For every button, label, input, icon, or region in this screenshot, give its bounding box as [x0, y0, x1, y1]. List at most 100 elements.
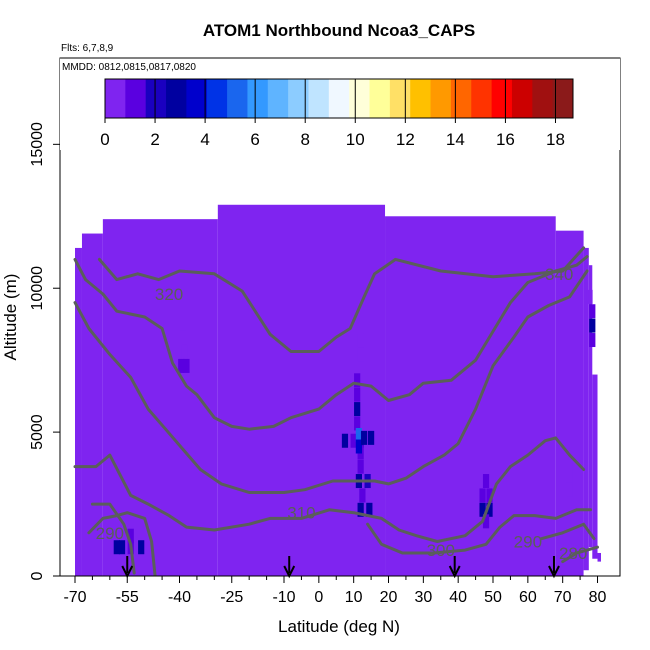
colorbar-swatch: [532, 79, 554, 118]
x-tick-label: 70: [554, 589, 572, 606]
data-column: [583, 247, 589, 571]
colorbar-tick-label: 6: [250, 130, 259, 149]
x-tick-label: -10: [272, 589, 295, 606]
y-tick-label: 10000: [29, 266, 46, 311]
colorbar-swatch: [430, 79, 452, 118]
x-tick-label: 40: [449, 589, 467, 606]
x-tick-label: 60: [519, 589, 537, 606]
y-tick-label: 5000: [29, 414, 46, 450]
x-tick-label: 0: [314, 589, 323, 606]
colorbar-swatch: [471, 79, 493, 118]
colorbar-swatch: [491, 79, 513, 118]
colorbar-swatch: [389, 79, 411, 118]
data-cell: [357, 333, 364, 348]
y-tick-label: 15000: [29, 122, 46, 167]
contour-line: [540, 522, 596, 541]
colorbar-tick-label: 10: [346, 130, 365, 149]
data-cell: [479, 488, 486, 503]
data-cell: [486, 502, 493, 517]
data-cell: [357, 459, 364, 474]
contour-line: [73, 269, 589, 494]
data-cell: [118, 540, 126, 555]
data-cell: [586, 289, 593, 304]
data-column: [588, 265, 593, 548]
colorbar-swatch: [125, 79, 147, 118]
colorbar-swatch: [105, 79, 126, 118]
data-cell: [359, 488, 366, 503]
data-cell: [486, 488, 493, 503]
data-column: [555, 230, 584, 576]
data-cell: [366, 502, 373, 517]
data-cell: [479, 502, 486, 517]
data-cell: [181, 344, 188, 359]
data-cell: [350, 433, 357, 448]
contour-line: [97, 246, 586, 353]
data-cell: [589, 333, 596, 348]
data-cell: [361, 430, 368, 445]
data-column: [75, 247, 82, 576]
y-axis: 0 5000 10000 15000: [29, 122, 60, 580]
colorbar-swatch: [410, 79, 432, 118]
y-tick-label: 0: [29, 571, 46, 580]
colorbar: 0 2 4 6 8 10 12 14 16 18: [100, 78, 574, 149]
colorbar-swatch: [552, 79, 574, 118]
data-cell: [355, 427, 363, 442]
colorbar-tick-label: 8: [300, 130, 309, 149]
colorbar-swatch: [145, 79, 167, 118]
data-cell: [355, 439, 363, 454]
colorbar-tick-label: 12: [396, 130, 415, 149]
colorbar-swatch: [328, 79, 350, 118]
colorbar-swatch: [247, 79, 269, 118]
contour-label: 320: [155, 285, 183, 304]
data-cell: [183, 358, 190, 373]
data-cell: [589, 304, 596, 319]
data-cell: [357, 347, 364, 362]
colorbar-tick-label: 0: [100, 130, 109, 149]
colorbar-swatch: [369, 79, 391, 118]
data-cell: [566, 482, 573, 497]
x-axis-label: Latitude (deg N): [278, 617, 400, 636]
contour-line: [87, 511, 157, 576]
x-tick-label: -40: [168, 589, 191, 606]
y-axis-label: Altitude (m): [1, 274, 20, 361]
data-cell: [138, 540, 145, 555]
x-tick-label: 20: [380, 589, 398, 606]
data-cell: [367, 430, 375, 445]
contour-line: [366, 508, 592, 555]
x-tick-label: 30: [414, 589, 432, 606]
contour-label: 280: [559, 544, 587, 563]
data-cell: [354, 373, 361, 388]
contour-label: 310: [287, 504, 315, 523]
contour-label: 290: [96, 524, 124, 543]
x-tick-label: -25: [220, 589, 243, 606]
data-cell: [354, 387, 361, 402]
data-cell: [341, 433, 349, 448]
colorbar-swatch: [206, 79, 228, 118]
data-cell: [357, 502, 364, 517]
data-cell: [113, 540, 120, 555]
colorbar-tick-label: 4: [200, 130, 209, 149]
x-tick-label: -70: [63, 589, 86, 606]
data-cell: [354, 402, 361, 417]
colorbar-swatch: [288, 79, 309, 118]
colorbar-swatch: [349, 79, 371, 118]
data-cell: [589, 318, 596, 333]
data-column: [81, 233, 103, 576]
data-layer: [75, 204, 601, 576]
dates-label: MMDD: 0812,0815,0817,0820: [62, 62, 196, 73]
colorbar-tick-label: 18: [546, 130, 565, 149]
chart-title: ATOM1 Northbound Ncoa3_CAPS: [203, 21, 475, 40]
x-axis: -70 -55 -40 -25 -10 0 10 20 30 40 50 60 70 80: [63, 576, 607, 606]
data-cell: [127, 528, 134, 543]
colorbar-tick-label: 14: [446, 130, 465, 149]
data-column: [592, 374, 598, 559]
contour-label: 290: [514, 532, 542, 551]
colorbar-swatch: [227, 79, 248, 118]
x-tick-label: -55: [116, 589, 139, 606]
x-tick-label: 50: [484, 589, 502, 606]
x-tick-label: 10: [345, 589, 363, 606]
contour-line: [73, 255, 589, 431]
colorbar-swatch: [166, 79, 187, 118]
data-column: [597, 552, 601, 562]
